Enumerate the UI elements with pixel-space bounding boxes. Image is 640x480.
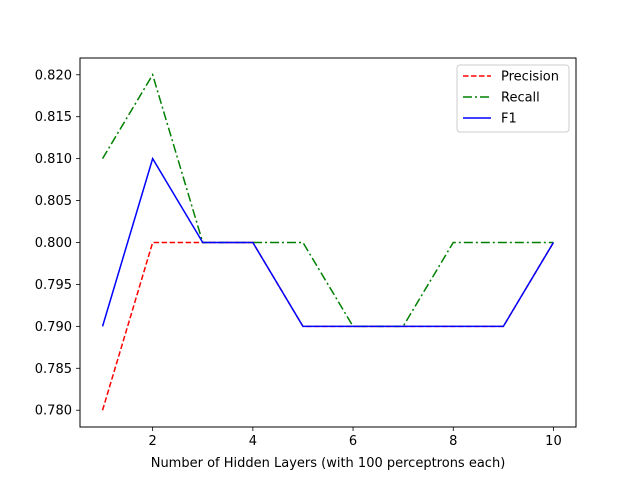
y-tick-label: 0.805 xyxy=(35,194,72,209)
y-tick-label: 0.795 xyxy=(35,278,72,293)
series-layer xyxy=(101,72,555,411)
series-line-recall xyxy=(101,72,554,328)
y-tick-label: 0.785 xyxy=(35,362,72,377)
y-tick-label: 0.780 xyxy=(35,404,72,419)
legend: Precision Recall F1 xyxy=(456,64,570,133)
y-tick-label: 0.820 xyxy=(35,68,72,83)
y-tick-label: 0.800 xyxy=(35,236,72,251)
x-tick-label: 2 xyxy=(149,434,157,449)
x-tick-label: 10 xyxy=(545,434,562,449)
legend-box xyxy=(456,64,570,133)
y-tick-label: 0.790 xyxy=(35,320,72,335)
y-tick-label: 0.815 xyxy=(35,110,72,125)
y-axis: 0.780 0.785 0.790 0.795 0.800 0.805 0.810 0.815… xyxy=(35,68,80,419)
series-line-f1 xyxy=(101,156,555,328)
x-tick-label: 8 xyxy=(449,434,457,449)
legend-label-precision: Precision xyxy=(501,70,559,85)
legend-label-f1: F1 xyxy=(501,112,517,127)
legend-label-recall: Recall xyxy=(501,91,540,106)
x-axis: 2 4 6 8 10 xyxy=(149,427,562,449)
y-tick-label: 0.810 xyxy=(35,152,72,167)
x-tick-label: 4 xyxy=(249,434,257,449)
x-tick-label: 6 xyxy=(349,434,357,449)
x-axis-label: Number of Hidden Layers (with 100 percep… xyxy=(151,456,506,471)
